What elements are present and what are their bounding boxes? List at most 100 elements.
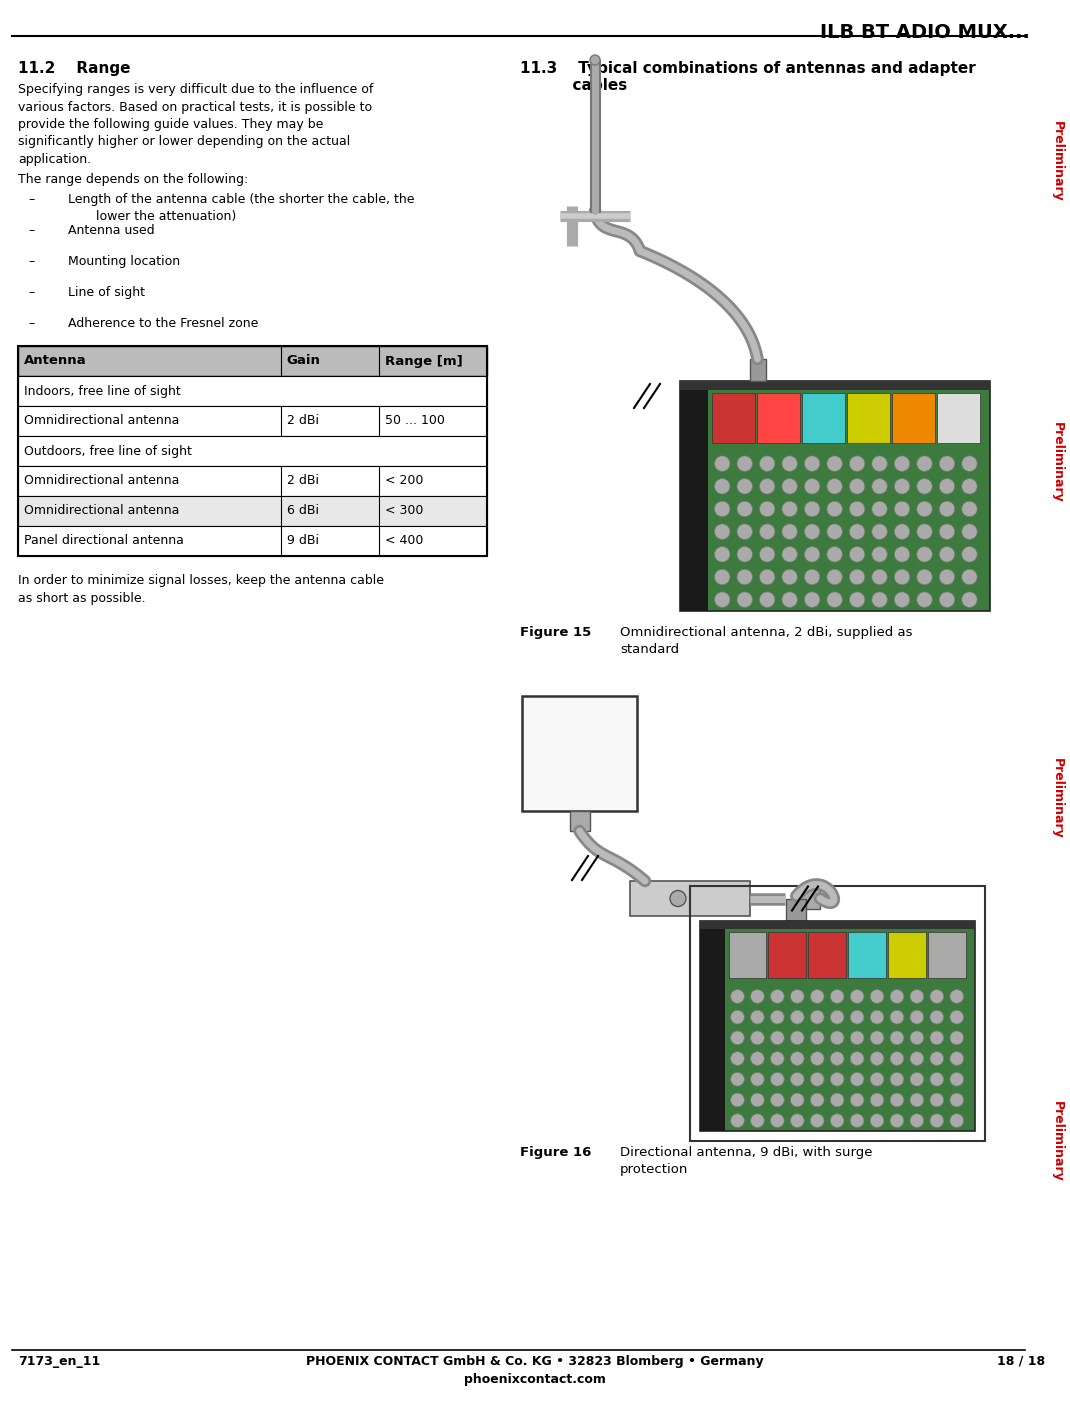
FancyBboxPatch shape bbox=[801, 392, 845, 443]
Circle shape bbox=[670, 891, 686, 906]
Text: 11.2    Range: 11.2 Range bbox=[18, 62, 131, 76]
Circle shape bbox=[805, 455, 820, 471]
Circle shape bbox=[895, 546, 910, 562]
Text: –: – bbox=[28, 286, 34, 298]
Circle shape bbox=[872, 569, 887, 584]
Circle shape bbox=[890, 989, 904, 1003]
Circle shape bbox=[872, 524, 887, 539]
Circle shape bbox=[737, 569, 752, 584]
Text: 11.3    Typical combinations of antennas and adapter
          cables: 11.3 Typical combinations of antennas an… bbox=[520, 62, 976, 94]
Circle shape bbox=[782, 455, 797, 471]
Text: ILB BT ADIO MUX...: ILB BT ADIO MUX... bbox=[820, 22, 1030, 42]
Circle shape bbox=[827, 455, 842, 471]
Circle shape bbox=[939, 524, 954, 539]
Circle shape bbox=[895, 524, 910, 539]
Text: In order to minimize signal losses, keep the antenna cable
as short as possible.: In order to minimize signal losses, keep… bbox=[18, 574, 384, 605]
FancyBboxPatch shape bbox=[712, 392, 755, 443]
Circle shape bbox=[760, 591, 775, 608]
FancyBboxPatch shape bbox=[936, 392, 980, 443]
Circle shape bbox=[715, 455, 730, 471]
Circle shape bbox=[870, 1010, 884, 1024]
FancyBboxPatch shape bbox=[786, 899, 807, 920]
Circle shape bbox=[930, 989, 944, 1003]
FancyBboxPatch shape bbox=[756, 392, 800, 443]
Text: 18 / 18: 18 / 18 bbox=[997, 1355, 1045, 1367]
Text: Omnidirectional antenna: Omnidirectional antenna bbox=[24, 475, 180, 488]
Circle shape bbox=[910, 1052, 923, 1065]
FancyBboxPatch shape bbox=[18, 406, 487, 436]
Circle shape bbox=[737, 455, 752, 471]
Circle shape bbox=[770, 989, 784, 1003]
Circle shape bbox=[830, 1031, 844, 1045]
Circle shape bbox=[895, 569, 910, 584]
Circle shape bbox=[770, 1093, 784, 1107]
Circle shape bbox=[850, 569, 865, 584]
Circle shape bbox=[750, 1052, 764, 1065]
Circle shape bbox=[851, 1114, 863, 1128]
Circle shape bbox=[791, 1072, 805, 1086]
Circle shape bbox=[870, 1052, 884, 1065]
Text: –: – bbox=[28, 317, 34, 331]
Circle shape bbox=[851, 989, 863, 1003]
FancyBboxPatch shape bbox=[18, 346, 487, 375]
Circle shape bbox=[770, 1114, 784, 1128]
Circle shape bbox=[750, 1031, 764, 1045]
Circle shape bbox=[810, 1052, 824, 1065]
Circle shape bbox=[782, 502, 797, 517]
Text: 2 dBi: 2 dBi bbox=[287, 415, 319, 427]
Circle shape bbox=[715, 591, 730, 608]
Circle shape bbox=[850, 479, 865, 495]
FancyBboxPatch shape bbox=[681, 381, 708, 611]
Circle shape bbox=[827, 524, 842, 539]
Circle shape bbox=[950, 989, 964, 1003]
Circle shape bbox=[805, 502, 820, 517]
Circle shape bbox=[930, 1114, 944, 1128]
Circle shape bbox=[890, 1093, 904, 1107]
FancyBboxPatch shape bbox=[681, 381, 990, 611]
Circle shape bbox=[950, 1072, 964, 1086]
Circle shape bbox=[830, 1010, 844, 1024]
Circle shape bbox=[910, 1010, 923, 1024]
Circle shape bbox=[910, 1031, 923, 1045]
Text: Indoors, free line of sight: Indoors, free line of sight bbox=[24, 384, 181, 398]
FancyBboxPatch shape bbox=[891, 392, 935, 443]
Text: Figure 16: Figure 16 bbox=[520, 1146, 592, 1159]
Circle shape bbox=[731, 989, 745, 1003]
Circle shape bbox=[805, 524, 820, 539]
Circle shape bbox=[962, 455, 977, 471]
FancyBboxPatch shape bbox=[700, 920, 975, 929]
Text: Outdoors, free line of sight: Outdoors, free line of sight bbox=[24, 444, 192, 458]
Circle shape bbox=[737, 546, 752, 562]
Circle shape bbox=[737, 502, 752, 517]
Circle shape bbox=[830, 1072, 844, 1086]
Text: Adherence to the Fresnel zone: Adherence to the Fresnel zone bbox=[68, 317, 258, 331]
Circle shape bbox=[890, 1031, 904, 1045]
Circle shape bbox=[731, 1114, 745, 1128]
Text: Preliminary: Preliminary bbox=[1051, 422, 1064, 503]
Circle shape bbox=[760, 502, 775, 517]
Circle shape bbox=[870, 1114, 884, 1128]
Circle shape bbox=[850, 591, 865, 608]
Circle shape bbox=[760, 455, 775, 471]
Circle shape bbox=[827, 546, 842, 562]
FancyBboxPatch shape bbox=[846, 392, 890, 443]
Circle shape bbox=[827, 569, 842, 584]
Circle shape bbox=[810, 989, 824, 1003]
Circle shape bbox=[791, 989, 805, 1003]
FancyBboxPatch shape bbox=[522, 696, 637, 811]
Circle shape bbox=[870, 1072, 884, 1086]
Circle shape bbox=[851, 1093, 863, 1107]
Circle shape bbox=[930, 1072, 944, 1086]
Text: 9 dBi: 9 dBi bbox=[287, 535, 319, 548]
Circle shape bbox=[805, 546, 820, 562]
Circle shape bbox=[895, 479, 910, 495]
FancyBboxPatch shape bbox=[681, 381, 990, 391]
Circle shape bbox=[895, 455, 910, 471]
Circle shape bbox=[810, 1072, 824, 1086]
FancyBboxPatch shape bbox=[768, 932, 807, 978]
Circle shape bbox=[870, 989, 884, 1003]
Circle shape bbox=[939, 591, 954, 608]
Text: Omnidirectional antenna, 2 dBi, supplied as
standard: Omnidirectional antenna, 2 dBi, supplied… bbox=[620, 626, 913, 656]
FancyBboxPatch shape bbox=[18, 496, 487, 525]
Text: < 300: < 300 bbox=[385, 504, 424, 517]
